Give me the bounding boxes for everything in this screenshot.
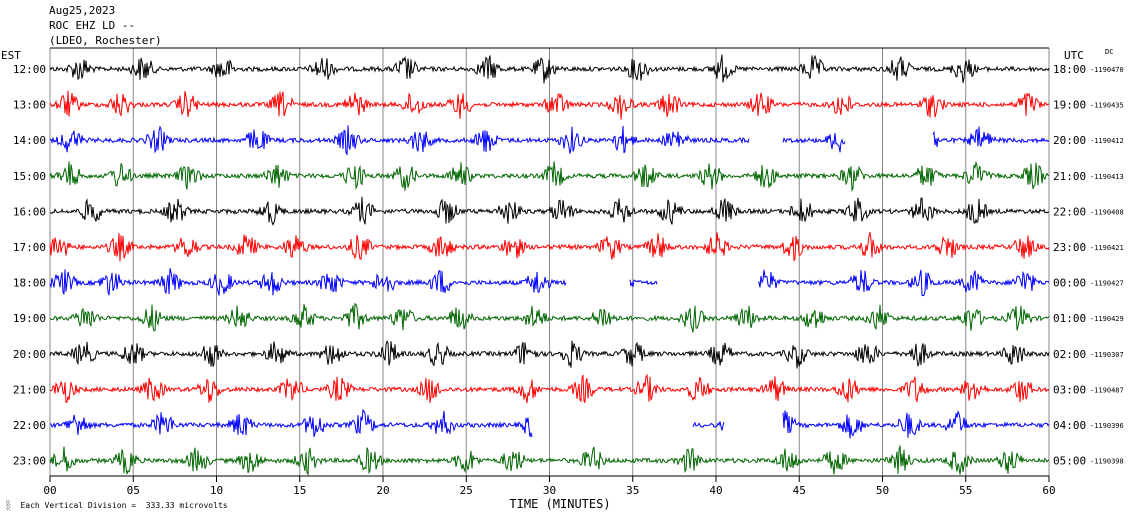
trace-1200 — [49, 54, 1050, 84]
right-time-label: 04:00 — [1053, 419, 1086, 432]
x-tick-label: 25 — [460, 484, 473, 497]
right-time-label: 19:00 — [1053, 99, 1086, 112]
left-time-label: 22:00 — [13, 419, 46, 432]
left-time-label: 21:00 — [13, 383, 46, 396]
dc-offset-label: -1190487 — [1090, 386, 1124, 394]
x-tick-label: 20 — [376, 484, 389, 497]
left-timezone-label: EST — [1, 49, 21, 62]
trace-1600 — [49, 196, 1049, 226]
dc-offset-label: -1190412 — [1090, 137, 1124, 145]
dc-offset-label: -1190470 — [1090, 66, 1124, 74]
station-label: ROC EHZ LD -- — [49, 19, 136, 32]
x-tick-label: 30 — [543, 484, 556, 497]
trace-1400 — [49, 125, 1050, 156]
dc-offset-label: -1190398 — [1090, 458, 1124, 466]
left-time-label: 23:00 — [13, 455, 46, 468]
trace-2000 — [49, 339, 1050, 369]
scale-note: ░ Each Vertical Division = 333.33 microv… — [6, 501, 228, 510]
x-tick-label: 45 — [793, 484, 806, 497]
x-tick-label: 60 — [1042, 484, 1055, 497]
right-time-label: 03:00 — [1053, 383, 1086, 396]
x-tick-label: 35 — [626, 484, 639, 497]
trace-2200 — [49, 408, 1050, 439]
dc-offset-label: -1190421 — [1090, 244, 1124, 252]
trace-1900 — [49, 302, 1050, 333]
scale-text: Each Vertical Division = 333.33 microvol… — [20, 501, 228, 510]
right-time-label: 22:00 — [1053, 205, 1086, 218]
left-time-label: 18:00 — [13, 277, 46, 290]
left-time-label: 15:00 — [13, 170, 46, 183]
dc-offset-label: -1190429 — [1090, 315, 1124, 323]
right-time-label: 02:00 — [1053, 348, 1086, 361]
x-tick-label: 05 — [127, 484, 140, 497]
x-tick-label: 10 — [210, 484, 223, 497]
left-time-label: 16:00 — [13, 205, 46, 218]
right-time-label: 20:00 — [1053, 134, 1086, 147]
dc-offset-label: -1190427 — [1090, 280, 1124, 288]
right-time-label: 05:00 — [1053, 455, 1086, 468]
dc-offset-label: -1190435 — [1090, 102, 1124, 110]
right-time-label: 21:00 — [1053, 170, 1086, 183]
network-label: (LDEO, Rochester) — [49, 34, 162, 47]
trace-1300 — [49, 90, 1050, 120]
dc-offset-label: -1190413 — [1090, 173, 1124, 181]
date-label: Aug25,2023 — [49, 4, 116, 17]
x-tick-label: 40 — [709, 484, 722, 497]
left-time-label: 17:00 — [13, 241, 46, 254]
right-time-label: 01:00 — [1053, 312, 1086, 325]
dc-offset-label: -1190396 — [1090, 422, 1124, 430]
left-time-label: 12:00 — [13, 63, 46, 76]
x-tick-label: 15 — [293, 484, 306, 497]
left-time-label: 13:00 — [13, 99, 46, 112]
x-axis-title: TIME (MINUTES) — [509, 497, 610, 511]
scale-mark: ░ — [6, 501, 11, 510]
left-time-label: 20:00 — [13, 348, 46, 361]
trace-1700 — [49, 232, 1050, 262]
right-time-label: 23:00 — [1053, 241, 1086, 254]
trace-2300 — [49, 445, 1050, 477]
dc-label: DC — [1105, 48, 1114, 56]
right-time-label: 18:00 — [1053, 63, 1086, 76]
x-tick-label: 50 — [876, 484, 889, 497]
left-time-label: 19:00 — [13, 312, 46, 325]
trace-1500 — [49, 160, 1050, 192]
right-time-label: 00:00 — [1053, 277, 1086, 290]
trace-1800 — [49, 268, 1050, 297]
dc-offset-label: -1190307 — [1090, 351, 1124, 359]
left-time-label: 14:00 — [13, 134, 46, 147]
trace-2100 — [49, 373, 1050, 404]
x-tick-label: 55 — [959, 484, 972, 497]
right-timezone-label: UTC — [1064, 49, 1084, 62]
dc-offset-label: -1190408 — [1090, 208, 1124, 216]
x-tick-label: 00 — [43, 484, 56, 497]
